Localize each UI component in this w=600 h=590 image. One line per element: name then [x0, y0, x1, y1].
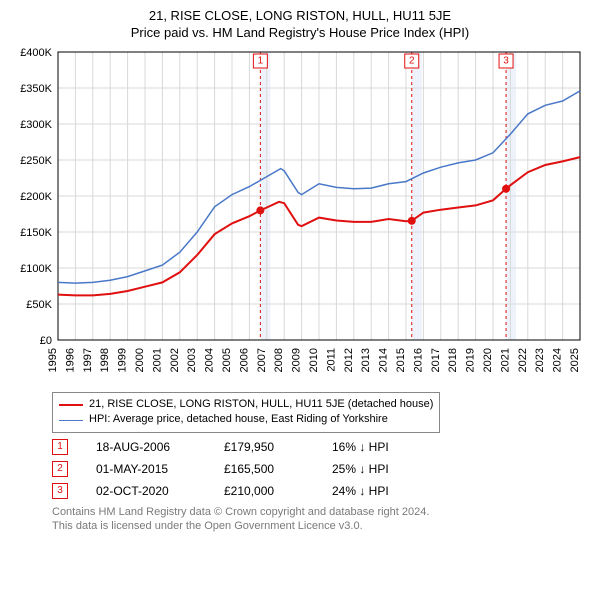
sale-row: 1 18-AUG-2006 £179,950 16% ↓ HPI — [52, 439, 582, 455]
svg-text:£350K: £350K — [20, 83, 52, 95]
sales-table: 1 18-AUG-2006 £179,950 16% ↓ HPI 2 01-MAY-201… — [52, 439, 582, 499]
price-chart: £0 £50K £100K £150K £200K £250K £300K £350K £400… — [10, 46, 590, 386]
sale-price: £210,000 — [224, 484, 304, 498]
svg-text:2020: 2020 — [482, 348, 494, 372]
sale-diff: 25% ↓ HPI — [332, 462, 422, 476]
svg-text:2000: 2000 — [134, 348, 146, 372]
legend-swatch — [59, 420, 83, 421]
svg-text:2002: 2002 — [169, 348, 181, 372]
footnote: Contains HM Land Registry data © Crown c… — [52, 505, 582, 534]
svg-text:2022: 2022 — [517, 348, 529, 372]
sale-marker: 2 — [52, 461, 68, 477]
svg-text:1997: 1997 — [82, 348, 94, 372]
svg-text:2023: 2023 — [534, 348, 546, 372]
legend: 21, RISE CLOSE, LONG RISTON, HULL, HU11 … — [52, 392, 440, 433]
sale-row: 3 02-OCT-2020 £210,000 24% ↓ HPI — [52, 483, 582, 499]
svg-text:2015: 2015 — [395, 348, 407, 372]
legend-row: HPI: Average price, detached house, East… — [59, 412, 433, 427]
legend-row: 21, RISE CLOSE, LONG RISTON, HULL, HU11 … — [59, 397, 433, 412]
svg-text:1: 1 — [258, 56, 264, 67]
legend-label: HPI: Average price, detached house, East… — [89, 412, 388, 427]
footnote-line-1: Contains HM Land Registry data © Crown c… — [52, 505, 582, 519]
sale-price: £165,500 — [224, 462, 304, 476]
chart-title: 21, RISE CLOSE, LONG RISTON, HULL, HU11 … — [10, 8, 590, 23]
svg-text:2014: 2014 — [378, 348, 390, 372]
svg-text:2003: 2003 — [186, 348, 198, 372]
svg-text:2: 2 — [409, 56, 415, 67]
svg-text:£0: £0 — [40, 335, 52, 347]
svg-text:2008: 2008 — [273, 348, 285, 372]
svg-text:2024: 2024 — [552, 348, 564, 372]
svg-text:£400K: £400K — [20, 47, 52, 59]
svg-text:2021: 2021 — [499, 348, 511, 372]
sale-marker: 1 — [52, 439, 68, 455]
legend-label: 21, RISE CLOSE, LONG RISTON, HULL, HU11 … — [89, 397, 433, 412]
svg-text:2010: 2010 — [308, 348, 320, 372]
svg-text:2011: 2011 — [325, 348, 337, 372]
svg-text:2004: 2004 — [204, 348, 216, 372]
footnote-line-2: This data is licensed under the Open Gov… — [52, 519, 582, 533]
svg-text:£100K: £100K — [20, 263, 52, 275]
svg-text:3: 3 — [503, 56, 509, 67]
svg-text:2005: 2005 — [221, 348, 233, 372]
sale-row: 2 01-MAY-2015 £165,500 25% ↓ HPI — [52, 461, 582, 477]
svg-text:£250K: £250K — [20, 155, 52, 167]
sale-diff: 16% ↓ HPI — [332, 440, 422, 454]
svg-text:2009: 2009 — [291, 348, 303, 372]
chart-svg: £0 £50K £100K £150K £200K £250K £300K £350K £400… — [10, 46, 590, 386]
svg-text:£300K: £300K — [20, 119, 52, 131]
svg-text:2012: 2012 — [343, 348, 355, 372]
legend-swatch — [59, 404, 83, 406]
svg-text:2006: 2006 — [238, 348, 250, 372]
svg-text:2001: 2001 — [151, 348, 163, 372]
sale-date: 01-MAY-2015 — [96, 462, 196, 476]
svg-text:2025: 2025 — [569, 348, 581, 372]
sale-date: 18-AUG-2006 — [96, 440, 196, 454]
sale-diff: 24% ↓ HPI — [332, 484, 422, 498]
svg-text:2016: 2016 — [412, 348, 424, 372]
svg-text:1996: 1996 — [64, 348, 76, 372]
sale-marker: 3 — [52, 483, 68, 499]
chart-subtitle: Price paid vs. HM Land Registry's House … — [10, 25, 590, 40]
svg-text:2017: 2017 — [430, 348, 442, 372]
svg-text:1995: 1995 — [47, 348, 59, 372]
svg-text:£50K: £50K — [26, 299, 52, 311]
svg-text:2019: 2019 — [465, 348, 477, 372]
svg-text:2013: 2013 — [360, 348, 372, 372]
svg-text:1999: 1999 — [117, 348, 129, 372]
svg-text:2007: 2007 — [256, 348, 268, 372]
svg-text:£200K: £200K — [20, 191, 52, 203]
svg-text:1998: 1998 — [99, 348, 111, 372]
svg-text:£150K: £150K — [20, 227, 52, 239]
sale-date: 02-OCT-2020 — [96, 484, 196, 498]
svg-text:2018: 2018 — [447, 348, 459, 372]
sale-price: £179,950 — [224, 440, 304, 454]
